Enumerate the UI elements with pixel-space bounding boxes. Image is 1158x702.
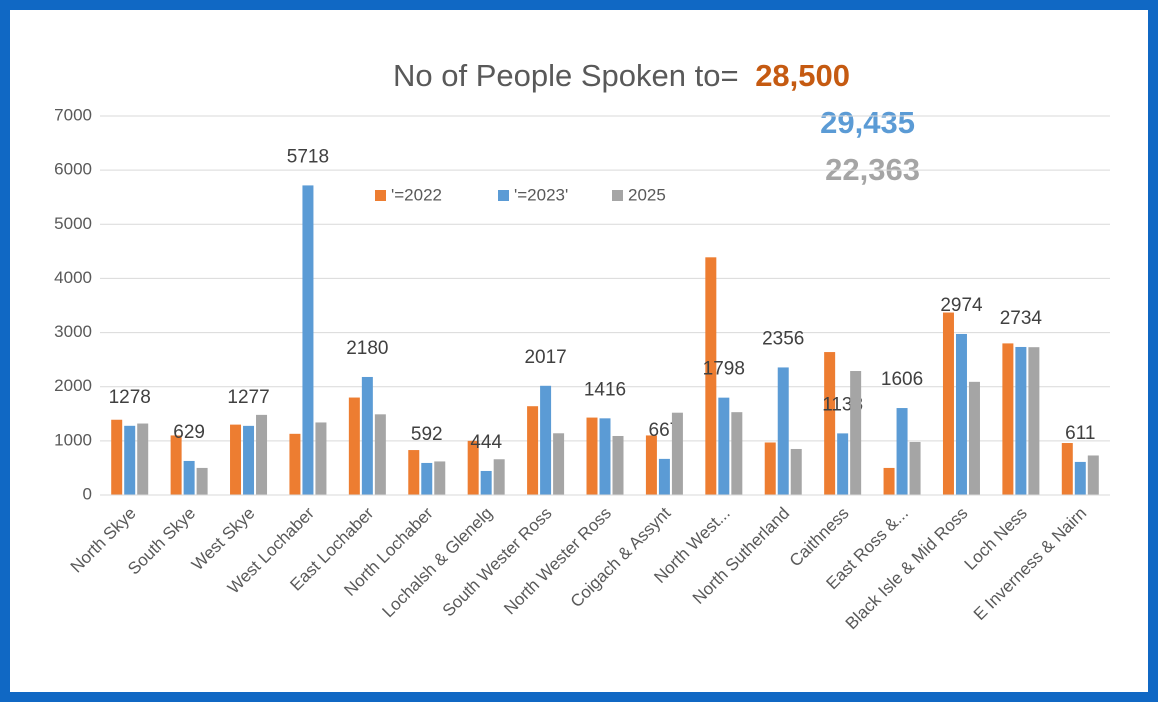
y-tick-label: 5000 [54, 214, 92, 233]
bar [612, 435, 624, 495]
bar [289, 433, 301, 495]
bar [421, 462, 433, 495]
bar [658, 458, 670, 495]
legend-swatch [375, 190, 386, 201]
data-label: 611 [1065, 423, 1095, 444]
bar [896, 408, 908, 495]
bar [909, 441, 921, 495]
bar [256, 414, 268, 495]
y-tick-label: 1000 [54, 430, 92, 449]
bar [1028, 347, 1040, 495]
y-tick-label: 4000 [54, 268, 92, 287]
bar [764, 442, 776, 495]
data-label: 5718 [287, 146, 329, 167]
bar [540, 385, 552, 495]
data-label: 629 [173, 422, 205, 443]
bar [183, 460, 195, 495]
data-label: 444 [470, 432, 502, 453]
bar [1061, 443, 1073, 495]
bar [837, 433, 849, 495]
data-label: 2734 [1000, 308, 1043, 329]
bar [671, 412, 683, 495]
bar [645, 435, 657, 495]
bar [527, 406, 539, 495]
bar [955, 333, 967, 495]
chart-title: No of People Spoken to= 28,500 [393, 58, 850, 93]
bar [883, 467, 895, 495]
y-tick-label: 7000 [54, 105, 92, 124]
bar [374, 414, 386, 495]
bar [230, 424, 242, 495]
bar [599, 418, 611, 495]
data-label: 2180 [346, 338, 388, 359]
y-tick-label: 3000 [54, 322, 92, 341]
data-label: 2017 [524, 347, 566, 368]
bar [942, 312, 954, 495]
bar [196, 467, 208, 495]
bar [467, 440, 479, 495]
bar [493, 459, 505, 495]
bar [790, 448, 802, 495]
bar [968, 381, 980, 495]
bar [111, 419, 123, 495]
bar [170, 435, 182, 495]
legend-swatch [498, 190, 509, 201]
bar [705, 257, 717, 495]
y-tick-label: 0 [83, 484, 92, 503]
legend-label: '=2023' [514, 185, 568, 204]
bar [408, 450, 420, 495]
y-tick-label: 2000 [54, 376, 92, 395]
bar [731, 412, 743, 495]
legend-label: 2025 [628, 185, 666, 204]
y-tick-label: 6000 [54, 160, 92, 179]
bar [348, 397, 360, 495]
bar [718, 397, 730, 495]
data-label: 1278 [109, 387, 151, 408]
bar [777, 367, 789, 495]
bar [586, 417, 598, 495]
total-2022: 28,500 [755, 58, 850, 93]
bar [850, 371, 862, 495]
data-label: 592 [411, 424, 443, 445]
legend-swatch [612, 190, 623, 201]
data-label: 1277 [227, 387, 269, 408]
data-label: 2356 [762, 328, 804, 349]
data-label: 1606 [881, 369, 923, 390]
data-label: 1798 [703, 359, 745, 380]
bar [824, 352, 836, 495]
bar [1087, 455, 1099, 495]
bar [302, 185, 314, 496]
total-2023: 29,435 [820, 105, 915, 140]
title-text: No of People Spoken to= [393, 58, 739, 93]
bar [1002, 343, 1014, 495]
bar [434, 461, 446, 495]
bar [1074, 461, 1086, 495]
data-label: 2974 [940, 295, 983, 316]
bar [553, 433, 565, 495]
bar [243, 425, 255, 495]
bar [124, 425, 136, 495]
legend-label: '=2022 [391, 185, 442, 204]
bar [137, 423, 149, 495]
bar [480, 470, 492, 495]
bar [361, 376, 373, 495]
bar [315, 422, 327, 495]
data-label: 1416 [584, 379, 626, 400]
bar [1015, 346, 1027, 495]
